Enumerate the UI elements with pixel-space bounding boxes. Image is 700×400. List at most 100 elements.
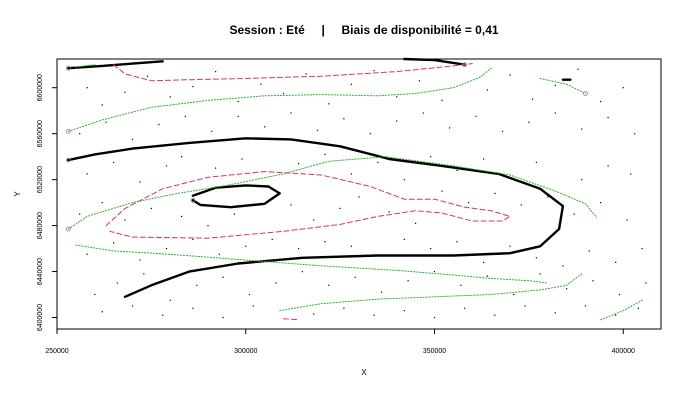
sample-point — [343, 118, 345, 120]
sample-point — [313, 219, 315, 221]
sample-point — [486, 275, 488, 277]
sample-point — [607, 165, 609, 167]
sample-point — [113, 242, 115, 244]
sample-point — [147, 75, 149, 77]
y-tick-label: 6560000 — [37, 120, 44, 147]
plot-frame — [56, 58, 662, 330]
sample-point — [131, 138, 134, 140]
sample-point — [139, 259, 141, 261]
sample-point — [373, 314, 375, 316]
sample-point — [101, 311, 103, 313]
contour-line-dashed-1 — [105, 171, 511, 239]
sample-point — [554, 112, 556, 114]
sample-point — [584, 305, 587, 307]
sample-point — [298, 163, 300, 165]
sample-point — [407, 280, 409, 282]
contour-line-solid-thick-1 — [67, 137, 565, 298]
sample-point — [218, 253, 220, 255]
marker-circle — [583, 91, 588, 96]
sample-point — [207, 225, 209, 227]
sample-point — [169, 96, 171, 98]
sample-point — [494, 192, 496, 194]
sample-point — [116, 282, 118, 284]
sample-point — [215, 167, 217, 169]
sample-point — [641, 248, 643, 250]
sample-point — [630, 173, 632, 175]
marker-points — [65, 62, 588, 232]
sample-point — [211, 130, 213, 132]
sample-point — [264, 126, 266, 128]
sample-point — [86, 173, 88, 175]
contour-line-dotted-5 — [539, 78, 586, 94]
sample-point — [192, 307, 194, 309]
sample-point — [369, 133, 371, 135]
sample-point — [637, 307, 639, 309]
sample-point — [464, 307, 466, 309]
marker-circle — [65, 65, 71, 71]
sample-point — [532, 98, 534, 100]
sample-point — [350, 245, 352, 247]
sample-point — [483, 158, 485, 160]
contour-line-dashed-2 — [283, 318, 300, 321]
contour-line-dotted-1 — [67, 156, 598, 230]
sample-point — [509, 245, 511, 247]
sample-point — [233, 213, 235, 215]
y-tick-label: 6400000 — [37, 304, 44, 331]
sample-point — [509, 74, 511, 76]
sample-point — [403, 238, 405, 240]
sample-point — [237, 100, 239, 103]
sample-point — [433, 316, 436, 319]
sample-point — [354, 276, 356, 278]
sample-point — [271, 238, 273, 240]
marker-circle — [190, 197, 196, 203]
sample-point — [101, 202, 103, 204]
sample-point — [373, 69, 375, 72]
y-tick-label: 6440000 — [37, 258, 44, 285]
sample-point — [430, 248, 432, 250]
sample-point — [165, 248, 168, 250]
sample-point — [588, 250, 590, 252]
sample-point — [181, 215, 183, 217]
sample-point — [139, 181, 141, 183]
sample-point — [547, 196, 549, 198]
sample-point — [600, 100, 602, 103]
sample-point — [626, 219, 628, 221]
sample-point — [328, 103, 330, 105]
y-tick-label: 6480000 — [37, 212, 44, 239]
sample-point — [573, 213, 575, 215]
sample-point — [449, 127, 451, 129]
sample-point — [124, 91, 126, 93]
sample-point — [169, 299, 171, 301]
sample-point — [403, 310, 405, 312]
contour-line-solid-thick-2 — [191, 184, 281, 209]
sample-point — [396, 96, 398, 98]
sample-point — [600, 202, 602, 204]
sample-point — [581, 128, 583, 130]
sample-point — [430, 156, 432, 158]
x-tick-label: 400000 — [612, 348, 635, 355]
sample-point — [581, 179, 583, 181]
sample-point — [467, 202, 470, 204]
sample-point — [237, 115, 239, 117]
sample-point — [105, 121, 107, 123]
sample-point — [150, 207, 152, 209]
sample-point — [577, 68, 579, 70]
sample-point — [535, 257, 537, 259]
sample-point — [539, 273, 541, 275]
x-tick-label: 250000 — [45, 348, 68, 355]
sample-point — [324, 153, 326, 155]
sample-point — [158, 123, 160, 126]
contour-line-dashed-0 — [113, 63, 473, 82]
sample-point — [486, 89, 488, 91]
contour-line-dotted-6 — [75, 64, 96, 68]
sample-point — [460, 284, 462, 286]
chart-title: Session : Eté | Biais de disponibilité =… — [229, 23, 498, 37]
sample-point — [86, 253, 88, 255]
sample-point — [79, 213, 81, 215]
sample-point — [143, 273, 145, 275]
y-axis-label: Y — [13, 191, 22, 197]
sample-point — [396, 120, 398, 122]
marker-circle — [65, 128, 71, 134]
sample-point — [94, 293, 96, 296]
